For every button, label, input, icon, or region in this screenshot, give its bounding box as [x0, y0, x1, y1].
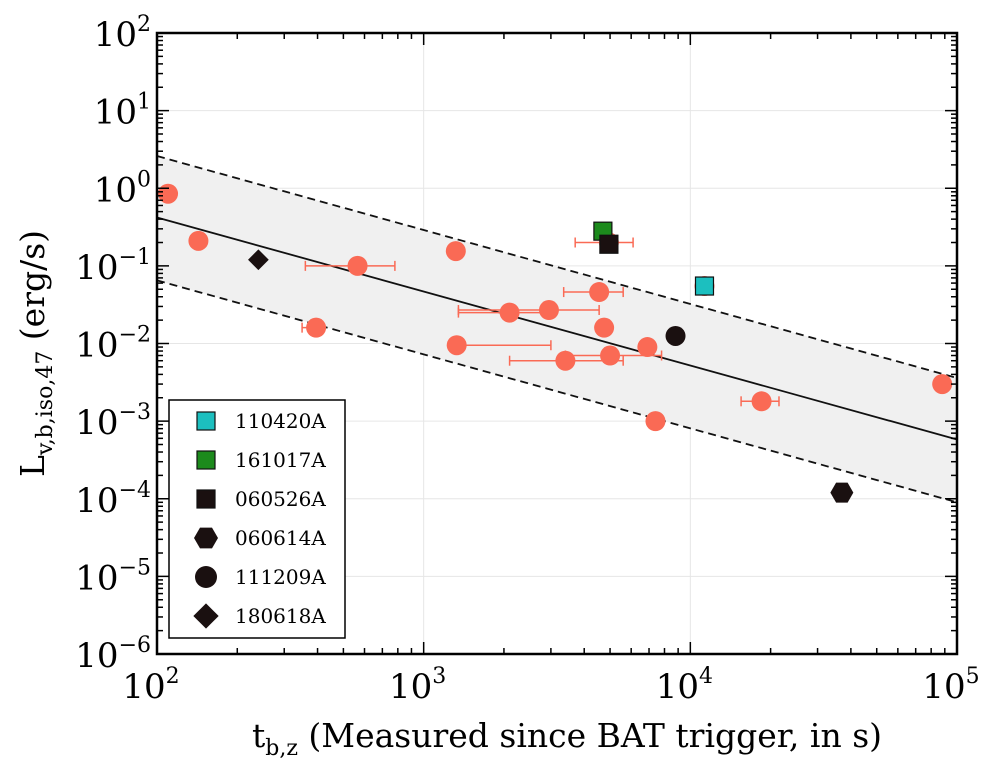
y-tick-label-base: 10	[75, 481, 118, 521]
y-tick-label-exp: −2	[119, 323, 151, 348]
legend-box	[168, 399, 346, 639]
data-points	[158, 183, 953, 503]
y-tick-label-exp: −6	[119, 633, 151, 658]
y-tick-label-base: 10	[94, 170, 137, 210]
data-point-sample	[637, 337, 658, 358]
legend-marker	[195, 566, 217, 588]
y-tick-label: 10−6	[75, 633, 151, 676]
y-tick-label: 10−3	[75, 400, 151, 443]
legend-label: 110420A	[235, 409, 326, 433]
data-point-sample	[446, 335, 467, 356]
y-tick-label-base: 10	[94, 93, 137, 133]
data-point-sample	[306, 317, 327, 338]
fit-lines	[156, 155, 958, 504]
x-tick-label: 105	[922, 664, 979, 707]
y-axis-title: Lv,b,iso,47 (erg/s)	[13, 230, 58, 477]
data-point-sample	[600, 345, 621, 366]
data-point-sample	[589, 282, 610, 303]
data-point-sample	[347, 255, 368, 276]
y-tick-label-base: 10	[94, 15, 137, 55]
y-tick-label-base: 10	[75, 636, 118, 676]
y-axis-title-rest: (erg/s)	[13, 230, 52, 351]
y-tick-label-base: 10	[75, 248, 118, 288]
legend-label: 060614A	[235, 526, 326, 550]
legend-marker	[196, 411, 216, 431]
y-tick-label-exp: −5	[119, 555, 151, 580]
y-tick-label-base: 10	[75, 558, 118, 598]
legend-marker	[194, 527, 218, 549]
y-tick-label: 102	[94, 12, 151, 55]
y-tick-label-base: 10	[75, 326, 118, 366]
y-tick-label-exp: −1	[119, 245, 151, 270]
axes: 102 103 104 10510−610−510−410−310−210−11001…	[13, 12, 980, 761]
legend-marker	[196, 489, 216, 509]
legend-label: 180618A	[235, 604, 326, 628]
data-point-111209a	[665, 325, 686, 346]
y-tick-label-exp: −3	[119, 400, 151, 425]
y-tick-label-exp: 1	[137, 90, 151, 115]
y-tick-label: 100	[94, 167, 151, 210]
fit-line	[156, 216, 958, 441]
data-point-110420a	[694, 276, 715, 296]
x-axis-title-sub: b,z	[265, 736, 298, 761]
x-tick-label-exp: 3	[432, 664, 446, 689]
x-axis-title-main: t	[252, 716, 265, 755]
x-tick-label: 103	[389, 664, 446, 707]
data-point-180618a	[248, 249, 269, 271]
y-axis-title-sub: v,b,iso,47	[33, 351, 58, 456]
data-point-sample	[538, 300, 559, 321]
legend-marker	[196, 450, 216, 470]
x-axis-title: tb,z (Measured since BAT trigger, in s)	[252, 716, 882, 761]
band-upper-line	[156, 155, 958, 379]
y-tick-label: 10−5	[75, 555, 151, 598]
legend: 110420A 161017A 060526A 060614A 111209A 18061…	[168, 399, 346, 639]
data-point-sample	[751, 391, 772, 412]
data-point-sample	[645, 411, 666, 432]
y-tick-label-exp: 0	[137, 167, 151, 192]
legend-label: 111209A	[235, 565, 326, 589]
legend-label: 060526A	[235, 487, 326, 511]
y-tick-label-exp: 2	[137, 12, 151, 37]
band-lower-line	[156, 279, 958, 504]
data-point-sample	[188, 230, 209, 251]
y-tick-label: 10−4	[75, 478, 151, 521]
x-tick-label-base: 10	[656, 667, 699, 707]
data-point-060526a	[599, 234, 619, 254]
x-tick-label: 102	[122, 664, 179, 707]
y-tick-label: 10−1	[75, 245, 151, 288]
data-point-sample	[594, 317, 615, 338]
x-axis-title-rest: (Measured since BAT trigger, in s)	[298, 716, 882, 755]
y-tick-label-exp: −4	[119, 478, 151, 503]
y-axis-title-group: Lv,b,iso,47 (erg/s)	[13, 230, 58, 477]
x-tick-label: 104	[656, 664, 713, 707]
x-tick-label-exp: 4	[699, 664, 713, 689]
legend-marker	[193, 603, 219, 629]
x-tick-label-base: 10	[922, 667, 965, 707]
y-tick-label: 101	[94, 90, 151, 133]
data-point-sample	[499, 302, 520, 323]
x-tick-label-base: 10	[122, 667, 165, 707]
y-tick-label-base: 10	[75, 403, 118, 443]
data-point-sample	[932, 374, 953, 395]
data-point-sample	[445, 241, 466, 262]
x-tick-label-exp: 5	[966, 664, 980, 689]
x-tick-label-exp: 2	[166, 664, 180, 689]
y-tick-label: 10−2	[75, 323, 151, 366]
data-point-sample	[555, 350, 576, 371]
x-tick-label-base: 10	[389, 667, 432, 707]
data-point-060614a	[830, 482, 854, 503]
legend-label: 161017A	[235, 448, 326, 472]
y-axis-title-main: L	[13, 455, 52, 477]
